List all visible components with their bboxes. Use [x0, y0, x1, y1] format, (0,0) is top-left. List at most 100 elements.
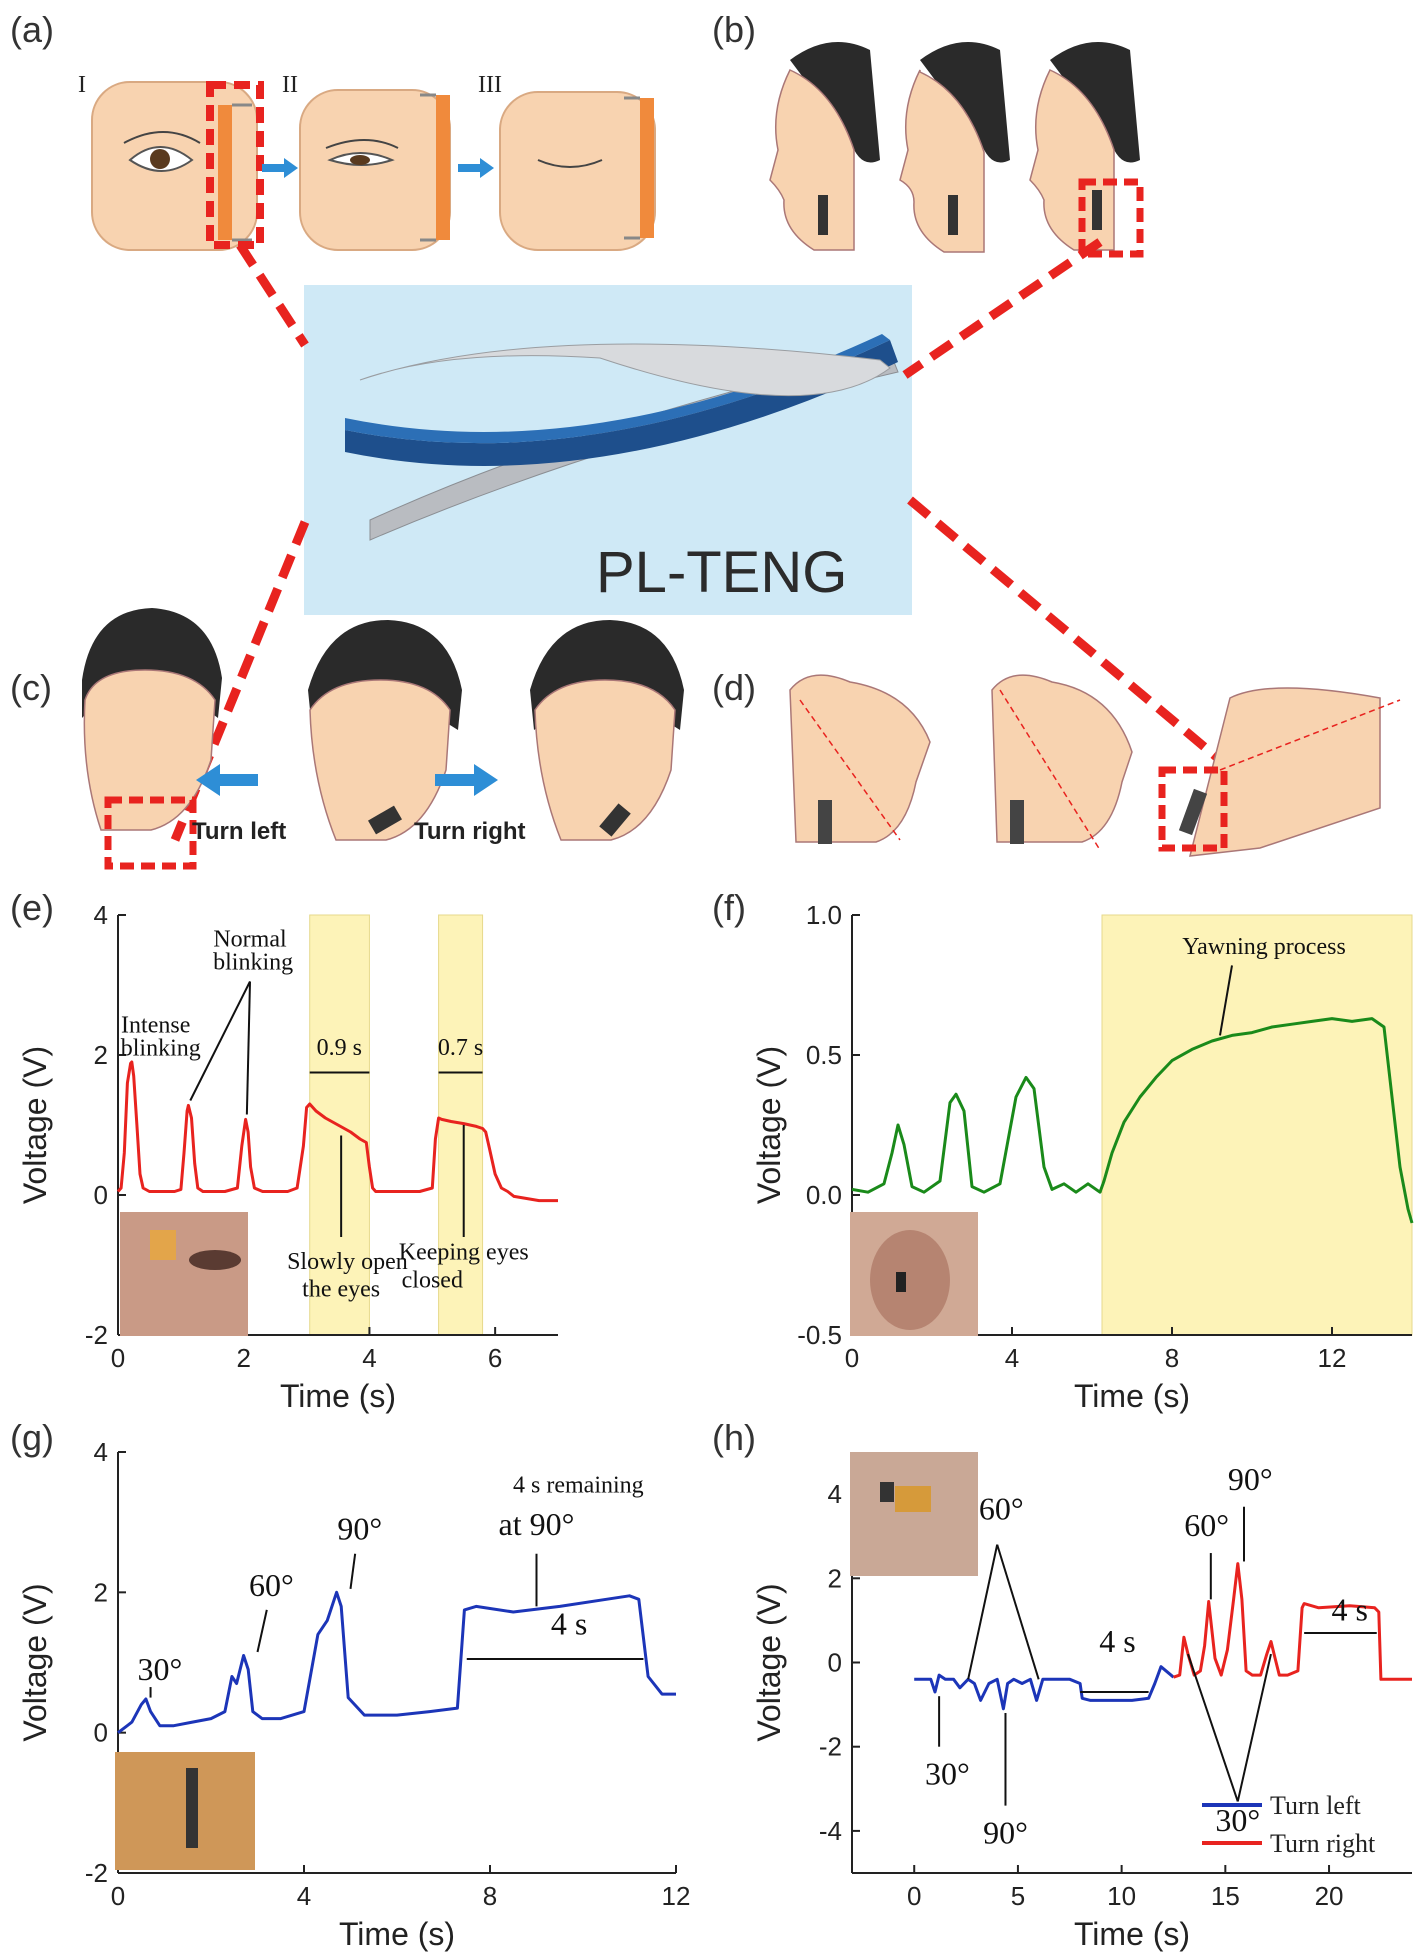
- y-tick-label: 0: [828, 1648, 842, 1678]
- panel-c-illustration: Turn left Turn right: [82, 608, 684, 870]
- panel-b-illustration: [769, 42, 1144, 258]
- pointer-line: [967, 1544, 999, 1680]
- device-label: PL-TENG: [596, 540, 847, 605]
- x-tick-label: 0: [907, 1881, 921, 1911]
- highlight-span-f-0: [1101, 914, 1413, 1336]
- connector-lines: [170, 238, 1223, 842]
- pointer-line: [245, 981, 251, 1115]
- x-tick-label: 0: [111, 1343, 125, 1373]
- x-tick-label: 5: [1011, 1881, 1025, 1911]
- panel-label-g: (g): [10, 1417, 54, 1458]
- pointer-line: [996, 1544, 1040, 1680]
- inset-photo-e: [120, 1212, 248, 1336]
- x-tick-label: 6: [488, 1343, 502, 1373]
- y-axis-label: Voltage (V): [751, 1046, 787, 1204]
- y-tick-label: 2: [94, 1040, 108, 1070]
- annotation: 30°: [925, 1756, 970, 1792]
- series-line-h-0: [914, 1665, 1175, 1711]
- x-tick-label: 20: [1315, 1881, 1344, 1911]
- annotation: 4 s: [1332, 1591, 1368, 1627]
- pointer-line: [256, 1609, 268, 1653]
- annotation: blinking: [121, 1036, 201, 1062]
- annotation: 90°: [1228, 1461, 1273, 1497]
- panel-a-illustration: I II III: [78, 72, 656, 251]
- x-tick-label: 10: [1107, 1881, 1136, 1911]
- y-axis-label: Voltage (V): [17, 1583, 53, 1741]
- x-tick-label: 8: [1165, 1343, 1179, 1373]
- chart-f: -0.5 0.0 0.5 1.0 0 4 8 12 Time (s) Voltage (V) Yaw…: [751, 900, 1414, 1414]
- y-tick-label: 1.0: [806, 900, 842, 930]
- panel-label-c: (c): [10, 667, 52, 708]
- annotation: 4 s: [551, 1605, 587, 1641]
- x-tick-label: 2: [236, 1343, 250, 1373]
- annotation: at 90°: [499, 1506, 575, 1542]
- annotation: Slowly open: [287, 1249, 408, 1275]
- x-axis-label: Time (s): [280, 1378, 396, 1414]
- inset-photo-f: [850, 1212, 978, 1336]
- pointer-line: [1219, 965, 1233, 1036]
- pointer-line: [349, 1553, 357, 1589]
- annotation: 90°: [983, 1815, 1028, 1851]
- y-tick-label: 0.0: [806, 1180, 842, 1210]
- x-tick-label: 12: [1318, 1343, 1347, 1373]
- annotation: Yawning process: [1182, 934, 1346, 960]
- x-tick-label: 4: [362, 1343, 376, 1373]
- x-tick-label: 12: [662, 1881, 691, 1911]
- step-label-iii: III: [478, 72, 502, 98]
- x-axis-label: Time (s): [339, 1916, 455, 1952]
- y-tick-label: -2: [85, 1858, 108, 1888]
- annotation: Keeping eyes: [399, 1239, 529, 1265]
- annotation: 30°: [137, 1651, 182, 1687]
- y-tick-label: -4: [819, 1816, 842, 1846]
- series-line-g-0: [117, 1590, 676, 1734]
- y-tick-label: 4: [94, 1437, 108, 1467]
- x-tick-label: 8: [483, 1881, 497, 1911]
- pointer-line: [1236, 1653, 1272, 1802]
- annotation: 30°: [1215, 1802, 1260, 1838]
- annotation: 0.7 s: [438, 1035, 483, 1061]
- panel-label-a: (a): [10, 9, 54, 50]
- pointer-line: [189, 981, 251, 1101]
- inset-photo-h: [850, 1452, 978, 1576]
- y-tick-label: -2: [819, 1732, 842, 1762]
- turn-right-label: Turn right: [414, 818, 526, 845]
- panel-label-e: (e): [10, 887, 54, 928]
- y-tick-label: -2: [85, 1320, 108, 1350]
- y-tick-label: 4: [94, 900, 108, 930]
- y-tick-label: 0.5: [806, 1040, 842, 1070]
- x-tick-label: 4: [1005, 1343, 1019, 1373]
- annotation: the eyes: [302, 1277, 380, 1303]
- y-tick-label: 0: [94, 1718, 108, 1748]
- step-label-i: I: [78, 72, 86, 98]
- turn-left-label: Turn left: [192, 818, 286, 845]
- y-tick-label: 4: [828, 1479, 842, 1509]
- annotation: Normal: [213, 927, 287, 953]
- x-axis-label: Time (s): [1074, 1916, 1190, 1952]
- y-tick-label: 2: [828, 1563, 842, 1593]
- y-tick-label: 0: [94, 1180, 108, 1210]
- legend-label: Turn left: [1270, 1791, 1362, 1820]
- annotation: 60°: [1184, 1507, 1229, 1543]
- x-axis-label: Time (s): [1074, 1378, 1190, 1414]
- annotation: 0.9 s: [317, 1035, 362, 1061]
- annotation: 4 s remaining: [513, 1473, 644, 1499]
- panel-label-b: (b): [712, 9, 756, 50]
- annotation: 90°: [337, 1511, 382, 1547]
- x-tick-label: 15: [1211, 1881, 1240, 1911]
- x-tick-label: 0: [845, 1343, 859, 1373]
- y-tick-label: -0.5: [797, 1320, 842, 1350]
- series-line-f-0: [851, 1017, 1414, 1224]
- annotation: 60°: [979, 1490, 1024, 1526]
- y-axis-label: Voltage (V): [751, 1583, 787, 1741]
- pointer-line: [1187, 1653, 1239, 1802]
- annotation: 60°: [249, 1567, 294, 1603]
- series-line-h-1: [1173, 1562, 1412, 1681]
- annotation: closed: [402, 1267, 463, 1293]
- chart-h: -4 -2 0 2 4 0 5 10 15 20 Time (s) Voltage (V) 60° 30°…: [751, 1452, 1412, 1952]
- annotation: blinking: [213, 950, 293, 976]
- panel-label-d: (d): [712, 667, 756, 708]
- panel-label-f: (f): [712, 887, 746, 928]
